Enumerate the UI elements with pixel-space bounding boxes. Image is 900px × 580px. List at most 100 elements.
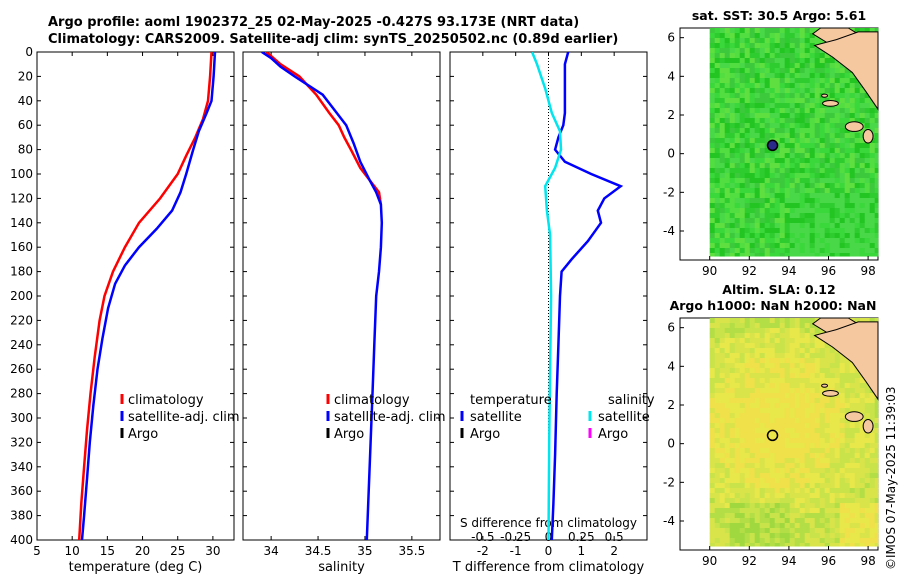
sat_sst_map-cell [734, 83, 741, 89]
altimetry_sla_map-cell [864, 408, 871, 414]
altimetry_sla_map-cell [709, 463, 716, 469]
altimetry_sla_map-cell [844, 488, 851, 494]
altimetry_sla_map-cell [809, 378, 816, 384]
sat_sst_map-cell [749, 68, 756, 74]
altimetry_sla_map-cell [789, 538, 796, 544]
altimetry_sla_map-cell [834, 393, 841, 399]
altimetry_sla_map-cell [744, 343, 751, 349]
sat_sst_map-cell [724, 138, 731, 144]
altimetry_sla_map-cell [834, 483, 841, 489]
sat_sst_map-cell [869, 173, 876, 179]
sat_sst_map-cell [829, 248, 836, 254]
sat_sst_map-cell [714, 63, 721, 69]
altimetry_sla_map-cell [829, 473, 836, 479]
altimetry_sla_map-cell [819, 498, 826, 504]
sat_sst_map-cell [724, 213, 731, 219]
sat_sst_map-cell [854, 243, 861, 249]
altimetry_sla_map-cell [794, 363, 801, 369]
sat_sst_map-cell [709, 113, 716, 119]
sat_sst_map-cell [769, 233, 776, 239]
altimetry_sla_map-cell [859, 383, 866, 389]
altimetry_sla_map-cell [769, 448, 776, 454]
sat_sst_map-ytick-label: -2 [663, 185, 675, 199]
sat_sst_map-cell [709, 128, 716, 134]
altimetry_sla_map-cell [769, 408, 776, 414]
sat_sst_map-cell [774, 33, 781, 39]
altimetry_sla_map-cell [854, 453, 861, 459]
altimetry_sla_map-cell [839, 518, 846, 524]
altimetry_sla_map-cell [714, 388, 721, 394]
altimetry_sla_map-cell [749, 433, 756, 439]
altimetry_sla_map-cell [739, 478, 746, 484]
altimetry_sla_map-cell [854, 488, 861, 494]
altimetry_sla_map-cell [739, 448, 746, 454]
sat_sst_map-cell [859, 213, 866, 219]
sat_sst_map-cell [744, 128, 751, 134]
sat_sst_map-cell [709, 168, 716, 174]
sat_sst_map-cell [714, 48, 721, 54]
altimetry_sla_map-cell [719, 343, 726, 349]
altimetry_sla_map-cell [794, 353, 801, 359]
altimetry_sla_map-cell [779, 543, 786, 547]
altimetry_sla_map-cell [854, 533, 861, 539]
altimetry_sla_map-cell [754, 493, 761, 499]
sat_sst_map-cell [824, 133, 831, 139]
altimetry_sla_map-cell [834, 403, 841, 409]
temperature_profile-xtick-label: 15 [100, 544, 115, 558]
sat_sst_map-cell [849, 88, 856, 94]
altimetry_sla_map-cell [729, 398, 736, 404]
sat_sst_map-cell [729, 203, 736, 209]
altimetry_sla_map-cell [779, 318, 786, 324]
sat_sst_map-cell [849, 183, 856, 189]
altimetry_sla_map-cell [804, 343, 811, 349]
altimetry_sla_map-cell [739, 343, 746, 349]
sat_sst_map-cell [864, 148, 871, 154]
sat_sst_map-cell [809, 68, 816, 74]
altimetry_sla_map-cell [859, 438, 866, 444]
altimetry_sla_map-xtick-label: 96 [821, 554, 836, 568]
altimetry_sla_map-cell [794, 403, 801, 409]
sat_sst_map-cell [714, 73, 721, 79]
altimetry_sla_map-cell [754, 398, 761, 404]
altimetry_sla_map-cell [779, 368, 786, 374]
sat_sst_map-cell [714, 53, 721, 59]
sat_sst_map-cell [804, 193, 811, 199]
sat_sst_map-cell [739, 243, 746, 249]
sat_sst_map-cell [779, 163, 786, 169]
sat_sst_map-cell [804, 33, 811, 39]
sat_sst_map-cell [719, 53, 726, 59]
altimetry_sla_map-cell [854, 493, 861, 499]
sat_sst_map-cell [839, 98, 846, 104]
altimetry_sla_map-cell [839, 473, 846, 479]
altimetry_sla_map-cell [859, 493, 866, 499]
sat_sst_map-cell [784, 133, 791, 139]
salinity_profile-legend-label: Argo [334, 427, 364, 442]
sat_sst_map-cell [824, 108, 831, 114]
sat_sst_map-cell [739, 143, 746, 149]
altimetry_sla_map-cell [774, 518, 781, 524]
altimetry_sla_map-cell [824, 348, 831, 354]
sat_sst_map-cell [834, 113, 841, 119]
altimetry_sla_map-ytick-label: 0 [667, 437, 675, 451]
altimetry_sla_map-cell [859, 468, 866, 474]
altimetry_sla_map-cell [754, 408, 761, 414]
altimetry_sla_map-land-island [822, 390, 839, 397]
sat_sst_map-cell [829, 73, 836, 79]
sat_sst_map-cell [714, 93, 721, 99]
sat_sst_map-cell [754, 223, 761, 229]
sat_sst_map-cell [739, 68, 746, 74]
altimetry_sla_map-cell [709, 348, 716, 354]
sat_sst_map-cell [759, 133, 766, 139]
sat_sst_map-cell [719, 103, 726, 109]
altimetry_sla_map-cell [729, 418, 736, 424]
altimetry_sla_map-cell [834, 513, 841, 519]
sat_sst_map-cell [754, 38, 761, 44]
sat_sst_map-cell [774, 193, 781, 199]
sat_sst_map-cell [724, 63, 731, 69]
altimetry_sla_map-cell [869, 473, 876, 479]
sat_sst_map-cell [824, 213, 831, 219]
altimetry_sla_map-cell [869, 418, 876, 424]
sat_sst_map-cell [814, 178, 821, 184]
altimetry_sla_map-cell [769, 503, 776, 509]
sat_sst_map-cell [819, 98, 826, 104]
